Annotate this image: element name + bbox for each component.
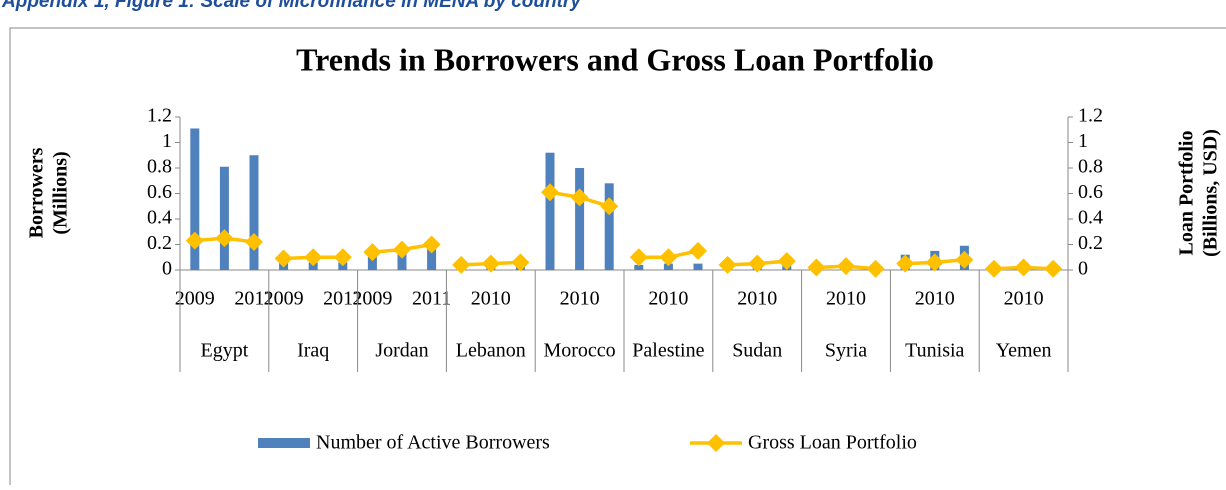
y-axis-title: (Millions) bbox=[50, 151, 72, 234]
y-tick-label: 1 bbox=[162, 130, 172, 152]
group-label: Lebanon bbox=[456, 340, 526, 362]
x-tick-label: 2011 bbox=[323, 288, 362, 310]
heading: Appendix 1, Figure 1: Scale of Microfina… bbox=[1, 0, 582, 12]
bar bbox=[367, 254, 377, 270]
group-label: Jordan bbox=[375, 340, 428, 362]
x-tick-label: 2010 bbox=[648, 288, 688, 310]
marker bbox=[363, 243, 382, 262]
chart-title: Trends in Borrowers and Gross Loan Portf… bbox=[296, 41, 934, 77]
group-label: Morocco bbox=[543, 340, 615, 362]
x-tick-label: 2011 bbox=[412, 288, 451, 310]
y-tick-label: 0.4 bbox=[147, 207, 172, 229]
marker bbox=[629, 248, 648, 267]
y-tick-label: 0 bbox=[162, 258, 172, 280]
marker bbox=[333, 248, 352, 267]
marker bbox=[304, 248, 323, 267]
marker bbox=[185, 231, 204, 250]
bar bbox=[693, 263, 703, 270]
y2-tick-label: 0.4 bbox=[1078, 207, 1103, 229]
x-tick-label: 2009 bbox=[352, 288, 392, 310]
bar bbox=[634, 264, 644, 270]
y-tick-label: 0.6 bbox=[147, 181, 172, 203]
marker bbox=[866, 259, 885, 278]
marker bbox=[689, 241, 707, 260]
bar bbox=[575, 168, 585, 270]
marker bbox=[541, 183, 559, 202]
bar bbox=[663, 263, 673, 270]
marker bbox=[1014, 258, 1033, 277]
marker bbox=[1044, 259, 1063, 278]
y2-tick-label: 0 bbox=[1078, 258, 1088, 280]
marker bbox=[570, 188, 589, 207]
marker bbox=[748, 254, 767, 273]
bar bbox=[427, 248, 437, 270]
x-tick-label: 2010 bbox=[826, 288, 866, 310]
y2-axis-title: Loan Portfolio bbox=[1176, 131, 1198, 256]
bar bbox=[545, 152, 555, 270]
x-tick-label: 2011 bbox=[234, 288, 273, 310]
group-label: Tunisia bbox=[905, 340, 964, 362]
legend-label: Number of Active Borrowers bbox=[316, 432, 550, 454]
bar bbox=[249, 155, 259, 270]
marker bbox=[422, 235, 441, 254]
group-label: Iraq bbox=[297, 340, 329, 362]
y2-axis-title: (Billions, USD) bbox=[1200, 129, 1222, 257]
marker bbox=[393, 240, 411, 259]
y2-tick-label: 1 bbox=[1078, 130, 1088, 152]
y-tick-label: 1.2 bbox=[147, 105, 172, 127]
marker bbox=[659, 248, 678, 267]
x-tick-label: 2010 bbox=[737, 288, 777, 310]
bar bbox=[190, 128, 200, 270]
marker bbox=[481, 254, 500, 273]
x-tick-label: 2009 bbox=[264, 288, 304, 310]
x-tick-label: 2010 bbox=[560, 288, 600, 310]
x-tick-label: 2010 bbox=[1004, 288, 1044, 310]
group-label: Syria bbox=[825, 340, 867, 362]
marker bbox=[985, 259, 1003, 278]
y2-tick-label: 0.8 bbox=[1078, 156, 1103, 178]
marker bbox=[777, 252, 796, 271]
marker bbox=[215, 229, 234, 248]
y2-tick-label: 0.6 bbox=[1078, 181, 1103, 203]
marker bbox=[452, 255, 471, 274]
bar bbox=[604, 183, 614, 270]
bar bbox=[397, 253, 407, 270]
chart-frame bbox=[9, 27, 1226, 490]
x-tick-label: 2009 bbox=[175, 288, 215, 310]
marker bbox=[600, 197, 619, 216]
legend-swatch bbox=[258, 438, 310, 448]
legend-swatch bbox=[707, 434, 725, 452]
group-label: Egypt bbox=[201, 340, 249, 362]
x-tick-label: 2010 bbox=[471, 288, 511, 310]
y2-tick-label: 1.2 bbox=[1078, 105, 1103, 127]
y-axis-title: Borrowers bbox=[26, 147, 48, 238]
y-tick-label: 0.2 bbox=[147, 232, 172, 254]
legend-label: Gross Loan Portfolio bbox=[748, 432, 917, 454]
marker bbox=[896, 254, 915, 273]
marker bbox=[718, 255, 737, 274]
group-label: Yemen bbox=[996, 340, 1052, 362]
marker bbox=[925, 253, 944, 272]
group-label: Sudan bbox=[732, 340, 782, 362]
marker bbox=[511, 253, 530, 272]
marker bbox=[955, 250, 974, 269]
marker bbox=[245, 232, 263, 251]
marker bbox=[807, 258, 826, 277]
marker bbox=[274, 249, 293, 268]
marker bbox=[837, 257, 855, 276]
group-label: Palestine bbox=[632, 340, 704, 362]
y-tick-label: 0.8 bbox=[147, 156, 172, 178]
x-tick-label: 2010 bbox=[915, 288, 955, 310]
bar bbox=[219, 166, 229, 270]
y2-tick-label: 0.2 bbox=[1078, 232, 1103, 254]
